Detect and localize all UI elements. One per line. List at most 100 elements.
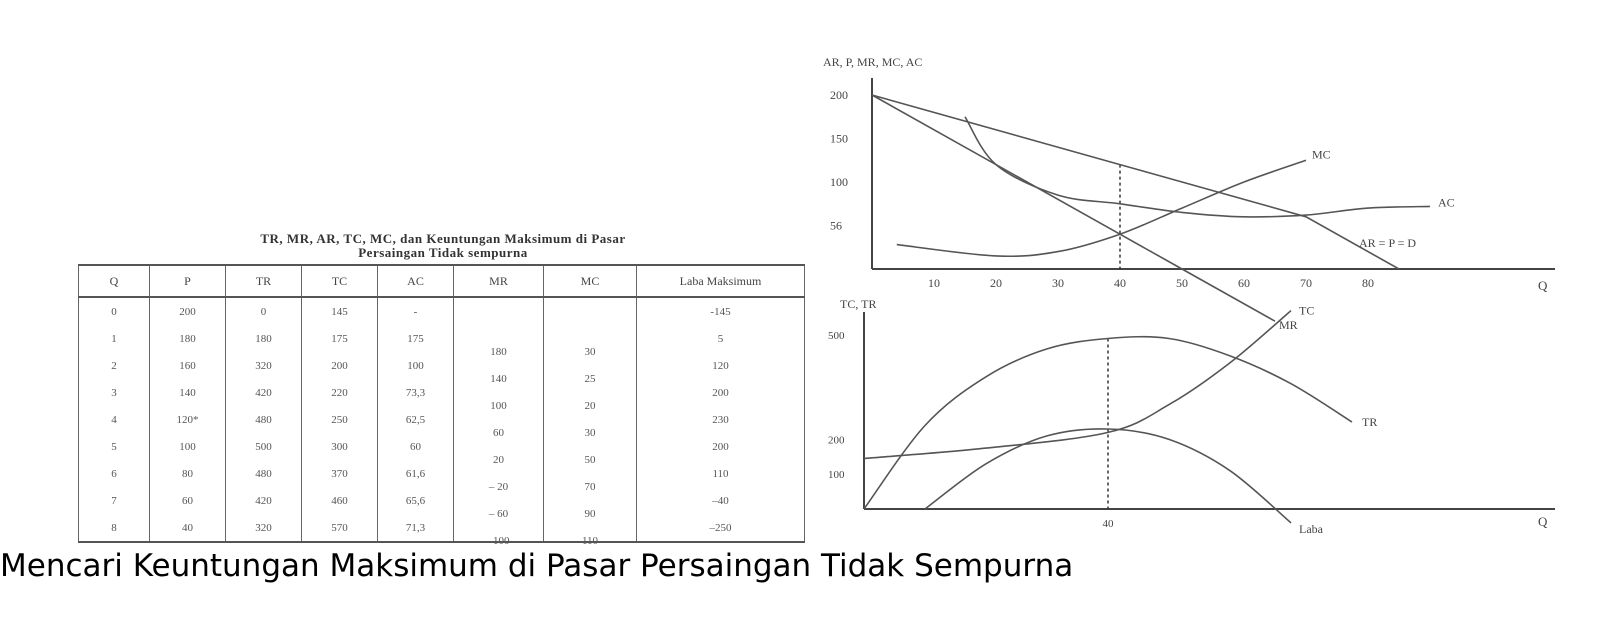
cell-p: 40	[149, 514, 226, 543]
cell-mr: – 60	[453, 487, 544, 520]
series-label: TC	[1299, 304, 1314, 318]
mc-value: 25	[584, 372, 596, 385]
cell-p: 60	[149, 487, 226, 514]
cell-tc: 220	[301, 379, 378, 406]
series-mc-line	[896, 159, 1307, 258]
mc-value: 30	[584, 345, 596, 358]
cell-mr	[453, 297, 544, 325]
x-tick-label: 30	[1052, 276, 1064, 290]
x-axis-label: Q	[1538, 514, 1548, 529]
cell-ac: 62,5	[377, 406, 454, 433]
mr-value: 60	[493, 426, 504, 439]
table-row: 2 160 320 200 100 140 25 120	[78, 352, 805, 385]
series-label: Laba	[1299, 522, 1324, 536]
cell-mc: 25	[543, 352, 637, 385]
cell-laba: -145	[636, 297, 805, 325]
cell-tc: 370	[301, 460, 378, 487]
cell-tr: 320	[225, 514, 302, 543]
cell-p: 100	[149, 433, 226, 460]
table-row: 1 180 180 175 175 180 30 5	[78, 325, 805, 358]
cell-mr: –100	[453, 514, 544, 547]
cell-q: 1	[78, 325, 150, 352]
table-title-line-1: TR, MR, AR, TC, MC, dan Keuntungan Maksi…	[260, 231, 626, 246]
x-tick-label: 60	[1238, 276, 1250, 290]
cell-mc: 20	[543, 379, 637, 412]
cell-tc: 145	[301, 297, 378, 325]
cell-q: 7	[78, 487, 150, 514]
cell-tc: 250	[301, 406, 378, 433]
header-tc: TC	[301, 264, 378, 298]
series-ac-line	[964, 116, 1431, 218]
mc-value: 90	[584, 507, 596, 520]
cell-ac: 60	[377, 433, 454, 460]
series-label: MC	[1312, 147, 1331, 161]
header-mc: MC	[543, 264, 637, 298]
x-tick-label: 40	[1114, 276, 1126, 290]
cell-laba: 200	[636, 379, 805, 406]
cell-mr: – 20	[453, 460, 544, 493]
header-q: Q	[78, 264, 150, 298]
cell-p: 200	[149, 297, 226, 325]
cell-tr: 420	[225, 379, 302, 406]
cell-ac: 175	[377, 325, 454, 352]
cell-mc: 70	[543, 460, 637, 493]
y-tick-label: 500	[828, 330, 845, 342]
cell-tc: 175	[301, 325, 378, 352]
cell-q: 4	[78, 406, 150, 433]
total-revenue-cost-chart: TC, TR Q 500 200 100 40 TC TR Laba	[828, 297, 1555, 536]
cell-mc: 50	[543, 433, 637, 466]
mc-value: 50	[584, 453, 596, 466]
cell-q: 6	[78, 460, 150, 487]
cell-ac: 71,3	[377, 514, 454, 543]
series-tc-curve	[863, 309, 1292, 460]
cell-tc: 200	[301, 352, 378, 379]
cell-mr: 140	[453, 352, 544, 385]
cell-laba: 120	[636, 352, 805, 379]
cell-laba: –250	[636, 514, 805, 543]
cell-tr: 420	[225, 487, 302, 514]
cell-mc: 30	[543, 406, 637, 439]
price-cost-chart: AR, P, MR, MC, AC Q 200 150 100 56 10 20 30 40 50 6…	[823, 55, 1555, 332]
x-tick-label: 80	[1362, 276, 1374, 290]
series-tr-curve	[863, 335, 1353, 510]
y-tick-label: 100	[828, 469, 845, 481]
cell-tr: 480	[225, 460, 302, 487]
table-row: 3 140 420 220 73,3 100 20 200	[78, 379, 805, 412]
cell-ac: -	[377, 297, 454, 325]
cell-mc	[543, 297, 637, 325]
series-laba-curve	[924, 428, 1292, 524]
cell-mr: 60	[453, 406, 544, 439]
cell-laba: 230	[636, 406, 805, 433]
cell-p: 80	[149, 460, 226, 487]
series-label: TR	[1362, 415, 1377, 429]
y-tick-label: 150	[830, 132, 848, 146]
table-row: 7 60 420 460 65,6– 60 90 –40	[78, 487, 805, 520]
x-axis-label: Q	[1538, 278, 1548, 293]
cell-ac: 65,6	[377, 487, 454, 514]
mc-value: 70	[584, 480, 596, 493]
mr-value: 20	[493, 453, 504, 466]
figure-caption: Mencari Keuntungan Maksimum di Pasar Per…	[0, 548, 1074, 584]
table-row: 0 200 0 145- -145	[78, 297, 805, 325]
mc-value: 20	[584, 399, 596, 412]
cell-tr: 320	[225, 352, 302, 379]
cell-mr: 20	[453, 433, 544, 466]
x-tick-label: 70	[1300, 276, 1312, 290]
cell-tr: 500	[225, 433, 302, 460]
mc-value: 30	[584, 426, 596, 439]
series-label: AR = P = D	[1359, 236, 1416, 250]
y-axis-label: TC, TR	[840, 297, 876, 311]
y-tick-label: 56	[830, 219, 842, 233]
profit-table-section: TR, MR, AR, TC, MC, dan Keuntungan Maksi…	[78, 232, 808, 547]
table-header-row: Q P TR TC AC MR MC Laba Maksimum	[78, 264, 805, 298]
x-tick-label: 50	[1176, 276, 1188, 290]
cell-tr: 0	[225, 297, 302, 325]
cell-ac: 61,6	[377, 460, 454, 487]
cell-laba: 110	[636, 460, 805, 487]
table-body: 0 200 0 145- -145 1 180 180 175 175 180 30 5 2 160 320 2…	[78, 297, 805, 547]
cell-p: 140	[149, 379, 226, 406]
header-p: P	[149, 264, 226, 298]
table-title: TR, MR, AR, TC, MC, dan Keuntungan Maksi…	[78, 232, 808, 260]
cell-mc: 110	[543, 514, 637, 547]
header-mr: MR	[453, 264, 544, 298]
